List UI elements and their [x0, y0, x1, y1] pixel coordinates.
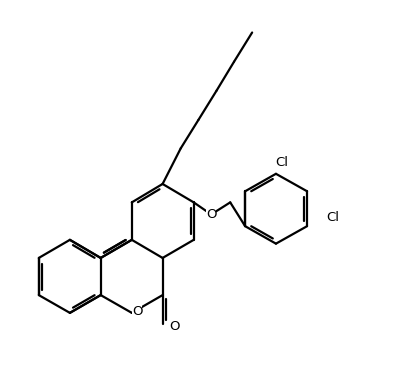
Text: Cl: Cl: [326, 211, 339, 224]
Text: O: O: [132, 305, 143, 318]
Text: O: O: [169, 320, 180, 333]
Text: Cl: Cl: [275, 156, 288, 169]
Text: O: O: [206, 208, 217, 221]
